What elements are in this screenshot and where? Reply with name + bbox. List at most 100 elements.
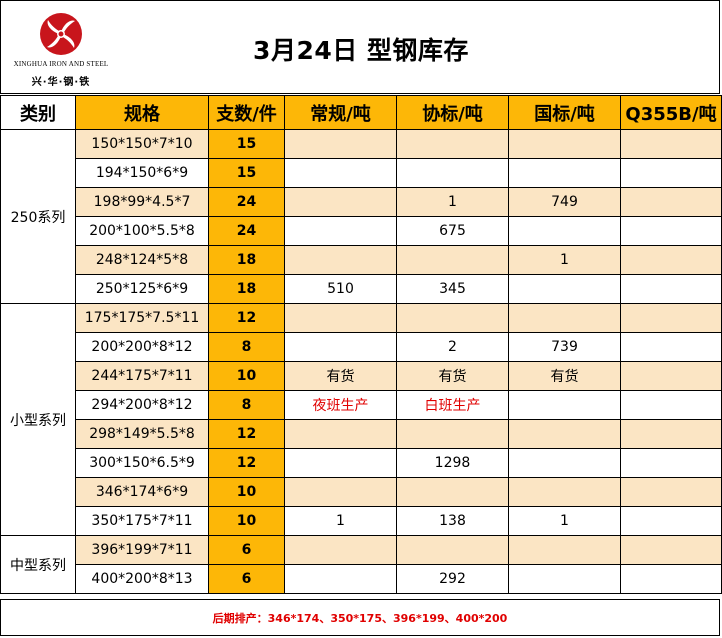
- spec-cell: 194*150*6*9: [75, 158, 209, 188]
- category-cell: 250系列: [0, 129, 76, 304]
- table-row: 250*125*6*9 18 510 345: [1, 274, 722, 304]
- table-row: 346*174*6*9 10: [1, 477, 722, 507]
- company-logo: XINGHUA IRON AND STEEL 兴·华·钢·铁: [5, 7, 117, 91]
- count-cell: 12: [208, 303, 285, 333]
- association-cell: 292: [396, 564, 509, 594]
- table-header-row: 类别 规格 支数/件 常规/吨 协标/吨 国标/吨 Q355B/吨: [0, 95, 722, 130]
- association-cell: [396, 129, 509, 159]
- q355b-cell: [620, 564, 722, 594]
- regular-cell: [284, 158, 397, 188]
- count-cell: 10: [208, 506, 285, 536]
- regular-cell: [284, 419, 397, 449]
- association-cell: 1298: [396, 448, 509, 478]
- national-cell: 739: [508, 332, 621, 362]
- header-association: 协标/吨: [396, 95, 509, 130]
- q355b-cell: [620, 274, 722, 304]
- inventory-table: 类别 规格 支数/件 常规/吨 协标/吨 国标/吨 Q355B/吨 250系列 1…: [0, 95, 722, 594]
- logo-pinwheel-icon: [47, 20, 75, 48]
- regular-cell: [284, 564, 397, 594]
- spec-cell: 346*174*6*9: [75, 477, 209, 507]
- q355b-cell: [620, 477, 722, 507]
- header-count: 支数/件: [208, 95, 285, 130]
- national-cell: 有货: [508, 361, 621, 391]
- table-row: 248*124*5*8 18 1: [1, 245, 722, 275]
- header-spec: 规格: [75, 95, 209, 130]
- association-cell: [396, 535, 509, 565]
- spec-cell: 396*199*7*11: [75, 535, 209, 565]
- spec-cell: 150*150*7*10: [75, 129, 209, 159]
- table-row: 198*99*4.5*7 24 1 749: [1, 187, 722, 217]
- national-cell: [508, 303, 621, 333]
- q355b-cell: [620, 332, 722, 362]
- table-row: 350*175*7*11 10 1 138 1: [1, 506, 722, 536]
- regular-cell: [284, 129, 397, 159]
- q355b-cell: [620, 506, 722, 536]
- national-cell: [508, 535, 621, 565]
- spec-cell: 294*200*8*12: [75, 390, 209, 420]
- national-cell: [508, 129, 621, 159]
- regular-cell: 510: [284, 274, 397, 304]
- header-regular: 常规/吨: [284, 95, 397, 130]
- association-cell: [396, 303, 509, 333]
- q355b-cell: [620, 303, 722, 333]
- regular-cell: [284, 303, 397, 333]
- header-national: 国标/吨: [508, 95, 621, 130]
- category-cell: 中型系列: [0, 535, 76, 594]
- table-row: 中型系列 396*199*7*11 6: [0, 535, 722, 594]
- spec-cell: 244*175*7*11: [75, 361, 209, 391]
- spec-cell: 200*200*8*12: [75, 332, 209, 362]
- association-cell: 675: [396, 216, 509, 246]
- logo-english-name: XINGHUA IRON AND STEEL: [13, 60, 109, 68]
- association-cell: [396, 419, 509, 449]
- q355b-cell: [620, 448, 722, 478]
- regular-cell: [284, 332, 397, 362]
- q355b-cell: [620, 245, 722, 275]
- spec-cell: 198*99*4.5*7: [75, 187, 209, 217]
- association-cell: [396, 158, 509, 188]
- table-body: 250系列 150*150*7*10 15 194*150*6*9 15 198*99*4…: [0, 129, 722, 594]
- count-cell: 12: [208, 419, 285, 449]
- spec-cell: 400*200*8*13: [75, 564, 209, 594]
- spec-cell: 250*125*6*9: [75, 274, 209, 304]
- count-cell: 10: [208, 361, 285, 391]
- association-cell: [396, 245, 509, 275]
- category-cell: 小型系列: [0, 303, 76, 536]
- table-row: 400*200*8*13 6 292: [1, 564, 722, 594]
- count-cell: 12: [208, 448, 285, 478]
- table-row: 小型系列 175*175*7.5*11 12: [0, 303, 722, 536]
- count-cell: 8: [208, 332, 285, 362]
- national-cell: [508, 477, 621, 507]
- national-cell: [508, 419, 621, 449]
- national-cell: [508, 448, 621, 478]
- table-row: 298*149*5.5*8 12: [1, 419, 722, 449]
- spec-cell: 175*175*7.5*11: [75, 303, 209, 333]
- regular-cell: [284, 448, 397, 478]
- count-cell: 10: [208, 477, 285, 507]
- q355b-cell: [620, 535, 722, 565]
- regular-cell: [284, 187, 397, 217]
- count-cell: 18: [208, 245, 285, 275]
- header-category: 类别: [0, 95, 76, 130]
- regular-cell: 夜班生产: [284, 390, 397, 420]
- spec-cell: 298*149*5.5*8: [75, 419, 209, 449]
- regular-cell: [284, 245, 397, 275]
- spec-cell: 350*175*7*11: [75, 506, 209, 536]
- national-cell: [508, 158, 621, 188]
- table-row: 194*150*6*9 15: [1, 158, 722, 188]
- count-cell: 6: [208, 535, 285, 565]
- national-cell: 749: [508, 187, 621, 217]
- regular-cell: 有货: [284, 361, 397, 391]
- table-row: 244*175*7*11 10 有货 有货 有货: [1, 361, 722, 391]
- count-cell: 8: [208, 390, 285, 420]
- spec-cell: 200*100*5.5*8: [75, 216, 209, 246]
- regular-cell: [284, 216, 397, 246]
- association-cell: 345: [396, 274, 509, 304]
- national-cell: [508, 216, 621, 246]
- count-cell: 18: [208, 274, 285, 304]
- q355b-cell: [620, 129, 722, 159]
- national-cell: [508, 564, 621, 594]
- regular-cell: 1: [284, 506, 397, 536]
- spec-cell: 248*124*5*8: [75, 245, 209, 275]
- q355b-cell: [620, 158, 722, 188]
- q355b-cell: [620, 187, 722, 217]
